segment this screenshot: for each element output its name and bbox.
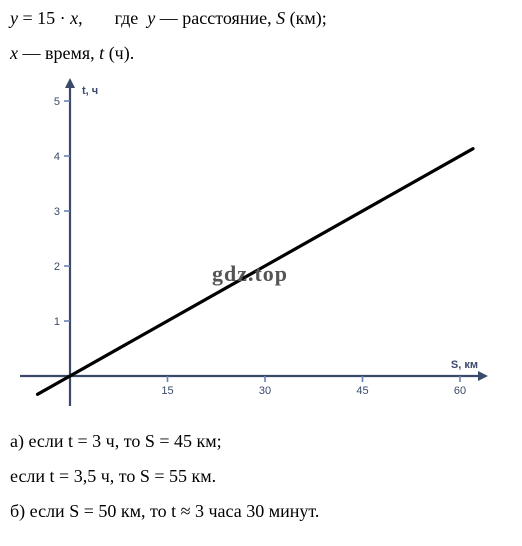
time-word: время,: [45, 43, 95, 63]
svg-text:15: 15: [161, 385, 173, 397]
semicolon: ;: [322, 8, 327, 28]
comma: ,: [78, 8, 83, 28]
svg-text:30: 30: [259, 385, 271, 397]
var-x: x: [70, 8, 78, 28]
coeff: 15: [37, 8, 55, 28]
chart-container: 1530456012345t, чS, км gdz.top: [10, 76, 490, 416]
var-y: y: [10, 8, 18, 28]
svg-text:5: 5: [54, 96, 60, 108]
answer-b: б) если S = 50 км, то t ≈ 3 часа 30 мину…: [10, 498, 512, 525]
where-word: где: [115, 8, 139, 28]
line2: x — время, t (ч).: [10, 41, 512, 66]
var-x2: x: [10, 43, 18, 63]
svg-text:1: 1: [54, 316, 60, 328]
unit-km: (км): [290, 8, 322, 28]
line-chart: 1530456012345t, чS, км: [10, 76, 490, 416]
var-S: S: [276, 8, 285, 28]
var-y2: y: [147, 8, 155, 28]
where-clause: где y — расстояние, S (км);: [115, 6, 327, 31]
dash2: —: [23, 43, 41, 63]
formula-line: y = 15 · x, где y — расстояние, S (км);: [10, 6, 512, 31]
answer-a2: если t = 3,5 ч, то S = 55 км.: [10, 463, 512, 490]
answer-a1: а) если t = 3 ч, то S = 45 км;: [10, 428, 512, 455]
svg-text:3: 3: [54, 206, 60, 218]
distance-word: расстояние,: [182, 8, 271, 28]
dash1: —: [160, 8, 178, 28]
svg-text:45: 45: [356, 385, 368, 397]
svg-text:S, км: S, км: [451, 359, 478, 371]
svg-text:4: 4: [54, 151, 60, 163]
svg-text:2: 2: [54, 261, 60, 273]
svg-text:60: 60: [454, 385, 466, 397]
formula-expr: y = 15 · x,: [10, 6, 83, 31]
dot-op: ·: [60, 8, 66, 28]
var-t: t: [99, 43, 104, 63]
unit-h: (ч).: [109, 43, 135, 63]
svg-text:t, ч: t, ч: [82, 85, 98, 97]
equals-sign: =: [23, 8, 33, 28]
